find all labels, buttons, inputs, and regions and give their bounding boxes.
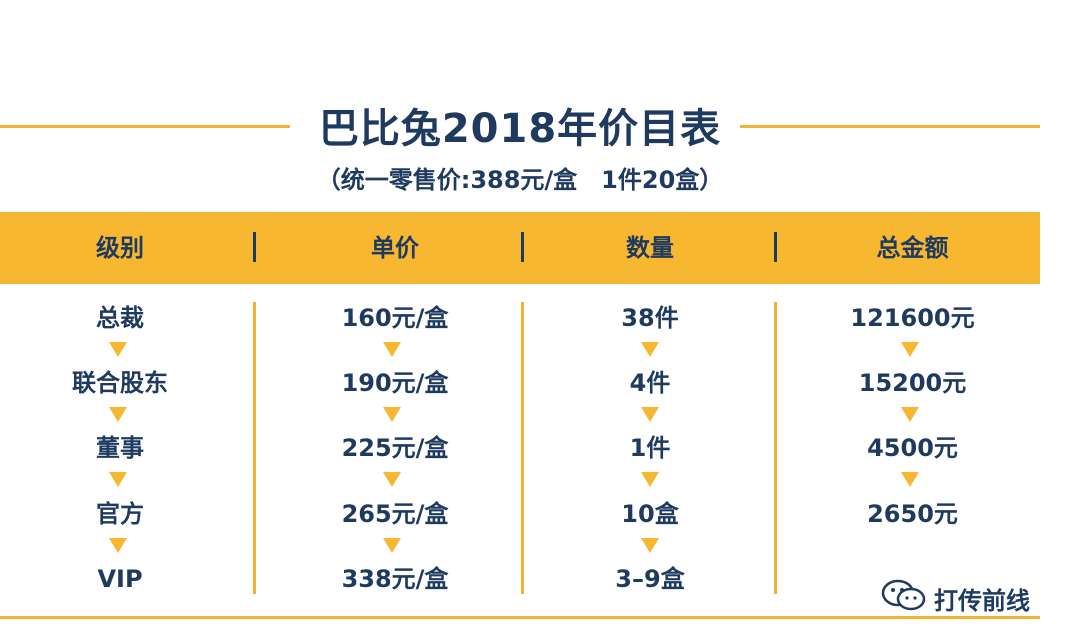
cell-total: 121600元	[850, 304, 975, 332]
header-divider	[521, 232, 524, 262]
watermark: 打传前线	[880, 578, 1030, 618]
cell-total: 4500元	[867, 434, 958, 462]
header-qty: 数量	[626, 234, 674, 262]
cell-level: 董事	[96, 434, 144, 462]
cell-level: 官方	[96, 500, 144, 528]
title-left-rule	[0, 125, 290, 128]
page-title: 巴比兔2018年价目表	[318, 106, 722, 152]
header-divider	[774, 232, 777, 262]
cell-level: 总裁	[96, 304, 144, 332]
cell-price: 160元/盒	[341, 304, 449, 332]
watermark-text: 打传前线	[934, 586, 1030, 615]
header-divider	[253, 232, 256, 262]
down-arrow-icon	[901, 342, 919, 357]
subtitle: （统一零售价:388元/盒 1件20盒）	[316, 166, 724, 194]
wechat-icon	[880, 578, 928, 618]
column-divider	[253, 302, 256, 594]
down-arrow-icon	[901, 407, 919, 422]
down-arrow-icon	[109, 407, 127, 422]
cell-price: 338元/盒	[341, 565, 449, 593]
cell-qty: 10盒	[621, 500, 679, 528]
column-divider	[774, 302, 777, 594]
down-arrow-icon	[383, 407, 401, 422]
cell-level: VIP	[97, 565, 143, 593]
table-header: 级别 单价 数量 总金额	[0, 212, 1040, 284]
header-price: 单价	[371, 234, 419, 262]
down-arrow-icon	[383, 342, 401, 357]
cell-price: 190元/盒	[341, 369, 449, 397]
down-arrow-icon	[641, 407, 659, 422]
down-arrow-icon	[641, 538, 659, 553]
bottom-rule	[0, 616, 1040, 619]
header-level: 级别	[96, 234, 144, 262]
cell-qty: 3–9盒	[615, 565, 685, 593]
header-total: 总金额	[876, 234, 949, 262]
column-divider	[521, 302, 524, 594]
down-arrow-icon	[383, 472, 401, 487]
down-arrow-icon	[109, 342, 127, 357]
down-arrow-icon	[901, 472, 919, 487]
cell-price: 265元/盒	[341, 500, 449, 528]
cell-qty: 1件	[629, 434, 671, 462]
cell-qty: 4件	[629, 369, 671, 397]
title-right-rule	[740, 125, 1040, 128]
cell-level: 联合股东	[72, 369, 168, 397]
down-arrow-icon	[109, 538, 127, 553]
cell-total: 2650元	[867, 500, 958, 528]
down-arrow-icon	[641, 472, 659, 487]
down-arrow-icon	[383, 538, 401, 553]
cell-total: 15200元	[858, 369, 967, 397]
cell-price: 225元/盒	[341, 434, 449, 462]
down-arrow-icon	[109, 472, 127, 487]
down-arrow-icon	[641, 342, 659, 357]
cell-qty: 38件	[621, 304, 679, 332]
